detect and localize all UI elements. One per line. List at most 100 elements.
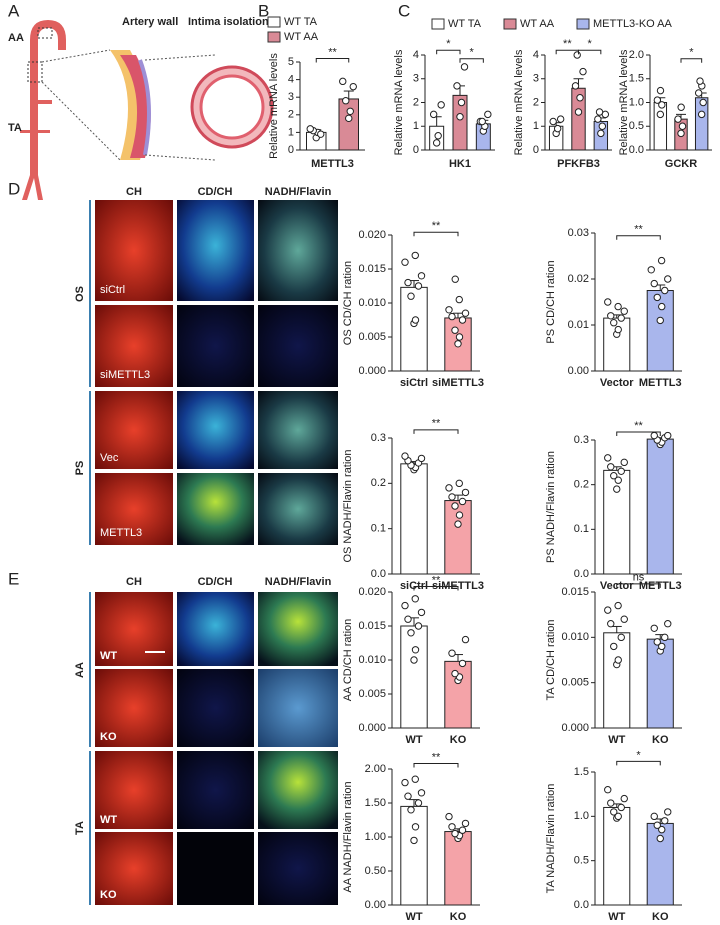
y-axis-label: AA CD/CH ration <box>342 619 354 702</box>
y-tick-label: 2 <box>288 109 294 121</box>
y-tick-label: 2 <box>413 96 419 108</box>
data-point <box>653 638 661 646</box>
y-tick-label: 1.50 <box>365 797 386 809</box>
significance-label: * <box>446 38 451 50</box>
significance-bracket <box>616 583 661 588</box>
x-tick-label: WT <box>405 734 422 746</box>
bar <box>400 625 428 729</box>
data-point <box>456 113 464 121</box>
data-point <box>607 799 615 807</box>
y-tick-label: 4 <box>413 49 419 61</box>
data-point <box>650 431 658 440</box>
data-point <box>556 115 565 123</box>
bar <box>444 500 472 575</box>
data-point <box>411 646 420 654</box>
data-point <box>617 467 625 475</box>
bar <box>400 463 428 575</box>
image-label: siCtrl <box>100 284 125 296</box>
y-tick-label: 0.01 <box>568 319 589 331</box>
data-point <box>574 108 583 116</box>
y-tick-label: 0 <box>288 144 294 156</box>
data-point <box>610 642 618 651</box>
data-point <box>658 302 666 311</box>
row-label: OS <box>74 286 86 302</box>
y-tick-label: 0.010 <box>561 631 589 643</box>
legend-swatch <box>503 18 517 30</box>
data-point <box>664 808 672 816</box>
image-label: Vec <box>100 452 119 464</box>
panel-letter: B <box>258 1 269 20</box>
x-tick-label: KO <box>450 734 467 746</box>
y-tick-label: 3 <box>533 73 539 85</box>
y-tick-label: 0.3 <box>574 434 589 446</box>
column-header: NADH/Flavin <box>265 186 332 198</box>
significance-bracket <box>436 49 461 55</box>
data-point <box>461 819 470 828</box>
data-point <box>694 89 703 97</box>
data-point <box>451 669 459 678</box>
data-point <box>620 458 628 467</box>
data-point <box>664 275 672 283</box>
significance-label: ** <box>432 418 441 430</box>
bar <box>646 438 674 575</box>
data-point <box>647 266 655 274</box>
data-point <box>607 620 615 628</box>
data-point <box>614 302 622 311</box>
data-point <box>448 312 456 321</box>
artery-illustration <box>20 20 274 200</box>
column-header: NADH/Flavin <box>265 576 332 588</box>
x-tick-label: WT <box>608 911 625 923</box>
data-point <box>604 454 612 462</box>
data-point <box>460 63 469 71</box>
data-point <box>454 520 462 528</box>
legend-label: WT AA <box>520 18 555 30</box>
data-point <box>661 286 669 295</box>
data-point <box>614 656 622 664</box>
y-tick-label: 1 <box>533 120 539 132</box>
significance-bracket <box>413 586 459 591</box>
data-point <box>342 97 350 105</box>
significance-label: ** <box>563 38 572 50</box>
y-tick-label: 2.00 <box>365 763 386 775</box>
y-tick-label: 1.00 <box>365 831 386 843</box>
y-tick-label: 2 <box>533 96 539 108</box>
data-point <box>658 642 666 651</box>
data-point <box>620 794 628 803</box>
y-tick-label: 0.0 <box>574 568 589 580</box>
data-point <box>349 82 357 91</box>
x-tick-label: siCtrl <box>400 377 428 389</box>
bar <box>444 660 472 729</box>
y-tick-label: 3 <box>413 73 419 85</box>
data-point <box>656 110 665 119</box>
x-tick-label: KO <box>652 734 669 746</box>
data-point <box>455 295 463 304</box>
data-point <box>458 826 467 834</box>
data-point <box>458 497 467 506</box>
x-tick-label: siMETTL3 <box>432 580 484 592</box>
data-point <box>620 615 628 623</box>
bar <box>400 805 428 906</box>
bar <box>338 98 359 151</box>
y-tick-label: 2.0 <box>629 49 644 61</box>
y-tick-label: 0 <box>533 144 539 156</box>
x-tick-label: siCtrl <box>400 580 428 592</box>
data-point <box>653 96 662 104</box>
significance-label: ns <box>633 572 645 584</box>
data-point <box>658 825 666 834</box>
significance-label: ** <box>634 420 643 432</box>
data-point <box>411 823 420 831</box>
data-point <box>410 836 418 845</box>
legend-swatch <box>576 18 590 30</box>
y-tick-label: 0 <box>413 144 419 156</box>
y-tick-label: 0.020 <box>358 586 386 598</box>
legend-swatch <box>267 31 281 43</box>
y-tick-label: 0.000 <box>561 722 589 734</box>
y-tick-label: 0.5 <box>574 855 589 867</box>
data-point <box>664 431 672 440</box>
data-point <box>553 124 562 133</box>
data-point <box>484 110 492 119</box>
data-point <box>458 316 467 324</box>
data-point <box>656 316 664 325</box>
panel-letter: E <box>8 569 19 588</box>
data-point <box>414 622 423 630</box>
